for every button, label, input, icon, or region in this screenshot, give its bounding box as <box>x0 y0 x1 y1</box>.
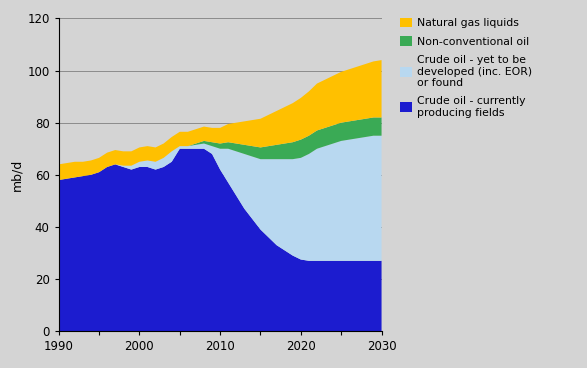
Y-axis label: mb/d: mb/d <box>10 159 23 191</box>
Legend: Natural gas liquids, Non-conventional oil, Crude oil - yet to be
developed (inc.: Natural gas liquids, Non-conventional oi… <box>400 18 532 118</box>
